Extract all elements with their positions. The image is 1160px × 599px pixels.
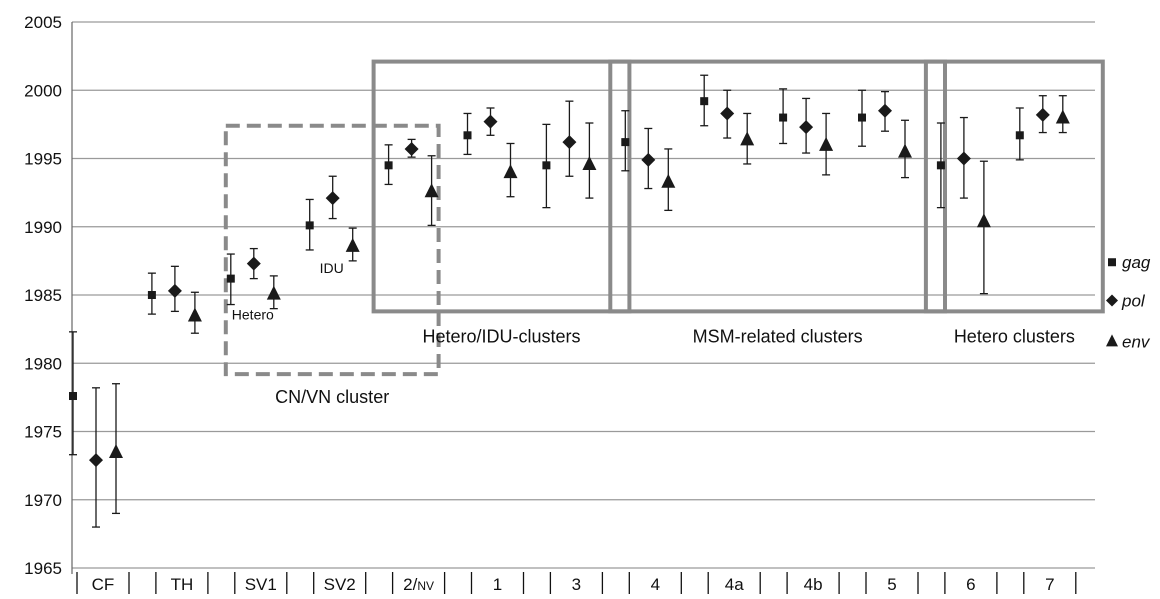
legend-marker-pol [1106, 294, 1118, 307]
data-point-env [898, 143, 912, 158]
group-box-label: Hetero/IDU-clusters [422, 326, 580, 346]
data-point-env [109, 443, 123, 458]
data-point-pol [483, 114, 498, 129]
x-tick-label: 4a [725, 575, 744, 594]
y-tick-label: 1985 [24, 286, 62, 305]
data-point-pol [878, 103, 892, 118]
data-point-pol [325, 191, 340, 206]
x-tick-label: 4 [651, 575, 660, 594]
annotation-label: Hetero [232, 307, 274, 323]
data-point-pol [89, 453, 103, 468]
data-point-gag [1015, 131, 1024, 140]
group-box-label: Hetero clusters [954, 326, 1075, 346]
y-tick-label: 1970 [24, 491, 62, 510]
data-point-env [503, 164, 518, 179]
y-tick-label: 2005 [24, 13, 62, 32]
y-tick-label: 2000 [24, 81, 62, 100]
x-tick-label: 5 [887, 575, 896, 594]
data-point-pol [246, 256, 261, 271]
data-point-env [976, 213, 991, 228]
legend-label-gag: gag [1122, 253, 1151, 272]
legend-marker-env [1106, 334, 1118, 347]
data-point-gag [858, 113, 866, 122]
legend-marker-gag [1108, 258, 1116, 267]
data-point-gag [936, 161, 945, 170]
data-point-pol [562, 135, 577, 150]
data-point-env [582, 155, 597, 170]
data-point-env [661, 173, 676, 188]
legend-label-env: env [1122, 332, 1151, 351]
data-point-gag [147, 291, 156, 299]
x-tick-label: SV2 [324, 575, 356, 594]
data-point-gag [69, 392, 77, 401]
data-point-env [266, 285, 281, 300]
data-point-gag [226, 274, 235, 283]
y-tick-label: 1990 [24, 218, 62, 237]
data-point-env [187, 307, 202, 322]
y-tick-label: 1995 [24, 150, 62, 169]
data-point-env [424, 183, 439, 198]
data-point-pol [956, 151, 971, 166]
data-point-pol [404, 141, 419, 156]
data-point-pol [167, 283, 182, 298]
legend-label-pol: pol [1121, 291, 1146, 310]
group-box [608, 59, 947, 314]
data-point-pol [720, 106, 735, 121]
group-box-label: MSM-related clusters [693, 326, 863, 346]
y-tick-label: 1975 [24, 423, 62, 442]
x-tick-label: 3 [572, 575, 581, 594]
group-box-label: CN/VN cluster [275, 387, 389, 407]
x-tick-label: 1 [493, 575, 502, 594]
x-tick-label: CF [92, 575, 115, 594]
data-point-pol [641, 152, 656, 167]
x-tick-label: TH [171, 575, 194, 594]
y-tick-label: 1965 [24, 559, 62, 578]
annotation-label: IDU [320, 260, 344, 276]
data-point-env [740, 131, 755, 146]
data-point-env [1055, 109, 1070, 124]
data-point-gag [542, 161, 551, 170]
data-point-env [819, 136, 834, 151]
x-tick-label: 2/NV [403, 575, 434, 594]
data-point-gag [700, 97, 709, 106]
data-point-gag [463, 131, 472, 140]
x-tick-label: SV1 [245, 575, 277, 594]
group-box [923, 59, 1105, 314]
x-tick-label: 7 [1045, 575, 1054, 594]
x-tick-label: 4b [804, 575, 823, 594]
data-point-gag [384, 161, 393, 170]
data-point-pol [1035, 107, 1050, 122]
data-point-gag [305, 221, 314, 230]
group-box [223, 123, 441, 377]
y-tick-label: 1980 [24, 354, 62, 373]
data-point-env [345, 237, 360, 252]
data-point-pol [799, 120, 814, 135]
x-tick-label: 6 [966, 575, 975, 594]
group-box [371, 59, 632, 314]
data-point-gag [779, 113, 788, 122]
data-point-gag [621, 138, 630, 147]
